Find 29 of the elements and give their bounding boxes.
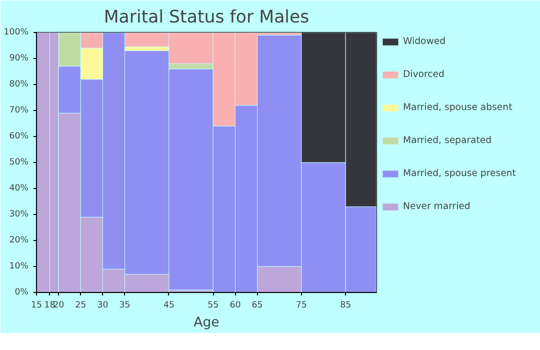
x-tick-label: 75: [296, 300, 307, 310]
y-tick-label: 0%: [14, 288, 28, 298]
y-tick-label: 10%: [9, 262, 29, 272]
legend-label: Widowed: [403, 36, 446, 47]
x-tick-label: 65: [252, 300, 263, 310]
legend-label: Married, spouse absent: [403, 102, 512, 113]
y-tick-label: 70%: [9, 106, 29, 116]
x-tick-label: 30: [97, 300, 108, 310]
x-tick-label: 55: [208, 300, 219, 310]
y-tick-label: 60%: [9, 132, 29, 142]
x-tick-label: 85: [340, 300, 352, 310]
x-tick-label: 60: [230, 300, 241, 310]
x-tick-label: 15: [30, 300, 42, 310]
x-tick-label: 25: [75, 300, 86, 310]
y-tick-label: 90%: [9, 54, 29, 64]
y-tick-label: 50%: [9, 158, 29, 168]
legend-label: Divorced: [403, 69, 444, 80]
x-axis-title: Age: [194, 316, 220, 330]
y-tick-label: 80%: [9, 80, 29, 90]
legend-label: Never married: [403, 201, 470, 212]
y-tick-label: 100%: [4, 28, 29, 38]
chart-title: Marital Status for Males: [104, 8, 310, 28]
y-tick-label: 40%: [9, 184, 29, 194]
x-tick-label: 45: [163, 300, 174, 310]
y-tick-label: 20%: [9, 236, 29, 246]
legend-label: Married, spouse present: [403, 168, 516, 179]
legend-label: Married, separated: [403, 135, 492, 146]
y-tick-label: 30%: [9, 210, 29, 220]
x-tick-label: 35: [119, 300, 130, 310]
